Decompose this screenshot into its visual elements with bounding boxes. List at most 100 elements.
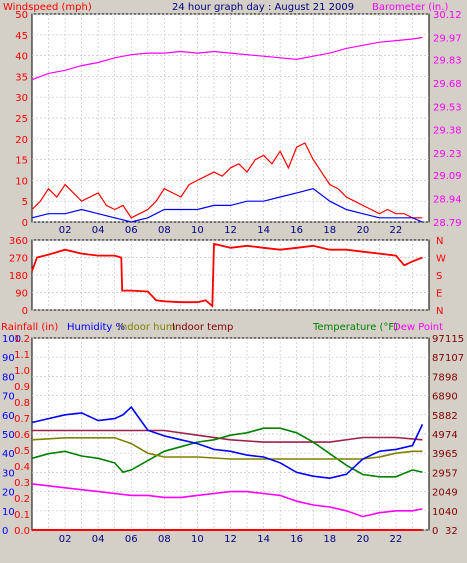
temp-right-tick: 49 [445,488,458,499]
barometer-tick: 29.97 [433,33,462,44]
time-tick: 14 [257,225,270,236]
temperature-axis-label: Temperature (°F) [312,322,398,333]
compass-tick: E [436,289,442,300]
rainfall-tick: 1.0 [14,366,30,377]
indoor_temp-line [32,429,423,443]
rainfall-tick: 0.4 [14,462,30,473]
dewpoint-tick: 0 [432,526,438,537]
temp-right-tick: 65 [445,449,458,460]
windspeed-tick: 20 [15,135,28,146]
time-tick: 22 [390,225,403,236]
rainfall-axis-label: Rainfall (in) [1,322,58,333]
direction-degree-ticks: 360 270 180 90 0 [9,236,28,317]
chart-title: 24 hour graph day : August 21 2009 [172,2,354,13]
compass-tick: S [436,271,442,282]
rainfall-tick: 1.2 [14,334,30,345]
indoor_hum-line [31,436,423,460]
time-tick: 04 [92,534,105,545]
time-tick: 20 [356,534,369,545]
rainfall-tick: 1.1 [14,350,30,361]
windspeed-tick: 30 [15,93,28,104]
time-tick: 06 [125,225,138,236]
temp-right-tick: 57 [445,468,458,479]
dewpoint-tick: 49 [432,430,445,441]
rainfall-tick: 0.8 [14,398,30,409]
barometer-axis-label: Barometer (in.) [372,2,448,13]
time-tick: 12 [224,225,237,236]
rainfall-tick: 0.0 [14,526,30,537]
temp-series [31,405,424,531]
direction-degree-tick: 180 [9,271,28,282]
time-tick: 20 [356,225,369,236]
dewpoint-tick: 68 [432,392,445,403]
wind_avg-line [31,188,423,223]
time-tick: 08 [158,534,171,545]
humidity-tick: 70 [2,392,15,403]
dewpoint-tick: 10 [432,507,445,518]
humidity-tick: 90 [2,353,15,364]
rainfall-tick: 0.3 [14,478,30,489]
time-tick: 22 [390,534,403,545]
dewpoint-tick: 97 [432,334,445,345]
temp-right-tick: 82 [445,411,458,422]
humidity-tick: 30 [2,468,15,479]
rainfall-tick: 0.9 [14,382,30,393]
compass-tick: W [436,254,446,265]
time-tick: 16 [290,534,303,545]
rainfall-tick: 0.2 [14,494,30,505]
windspeed-tick: 0 [22,218,28,229]
rainfall-tick: 0.1 [14,510,30,521]
temperature-line [31,427,423,478]
windspeed-axis-label: Windspeed (mph) [3,2,92,13]
wind_gust-line [31,142,423,219]
temp-right-tick: 32 [445,526,458,537]
humidity-tick: 10 [2,507,15,518]
rainfall-tick: 0.7 [14,414,30,425]
time-tick: 10 [191,225,204,236]
dewpoint-axis-label: Dew Point [393,322,443,333]
temp-time-ticks: 02 04 06 08 10 12 14 16 18 20 22 [59,534,403,545]
barometer-tick: 28.79 [433,218,462,229]
barometer-tick: 29.38 [433,126,462,137]
windspeed-tick: 40 [15,52,28,63]
indoor-temp-axis-label: Indoor temp [172,322,233,333]
humidity-tick: 80 [2,372,15,383]
dewpoint-tick: 20 [432,488,445,499]
windspeed-tick: 25 [15,114,28,125]
barometer-tick: 30.12 [433,10,462,21]
humidity-axis-label: Humidity % [67,322,125,333]
dewpoint-tick: 78 [432,372,445,383]
temp-right-tick: 115 [445,334,464,345]
dewpoint-tick: 39 [432,449,445,460]
indoor-hum-axis-label: Indoor hum [118,322,176,333]
temp-right-tick: 98 [445,372,458,383]
dewpoint-tick: 58 [432,411,445,422]
barometer-line [31,36,423,81]
dew_point-line [31,483,423,518]
compass-tick: N [436,236,443,247]
wind-time-ticks: 02 04 06 08 10 12 14 16 18 20 22 [59,225,403,236]
time-tick: 08 [158,225,171,236]
time-tick: 12 [224,534,237,545]
windspeed-tick: 5 [22,197,28,208]
barometer-tick: 29.83 [433,55,462,66]
wind-series [31,36,423,223]
time-tick: 02 [59,225,72,236]
windspeed-tick: 50 [15,10,28,21]
humidity-tick: 100 [2,334,21,345]
rainfall-tick: 0.6 [14,430,30,441]
direction-degree-tick: 0 [22,306,28,317]
wind-grid [32,13,429,223]
humidity-line [31,405,424,480]
time-tick: 10 [191,534,204,545]
barometer-tick: 28.94 [433,195,462,206]
time-tick: 02 [59,534,72,545]
time-tick: 18 [323,534,336,545]
temp-right-tick: 74 [445,430,458,441]
windspeed-tick: 15 [15,156,28,167]
